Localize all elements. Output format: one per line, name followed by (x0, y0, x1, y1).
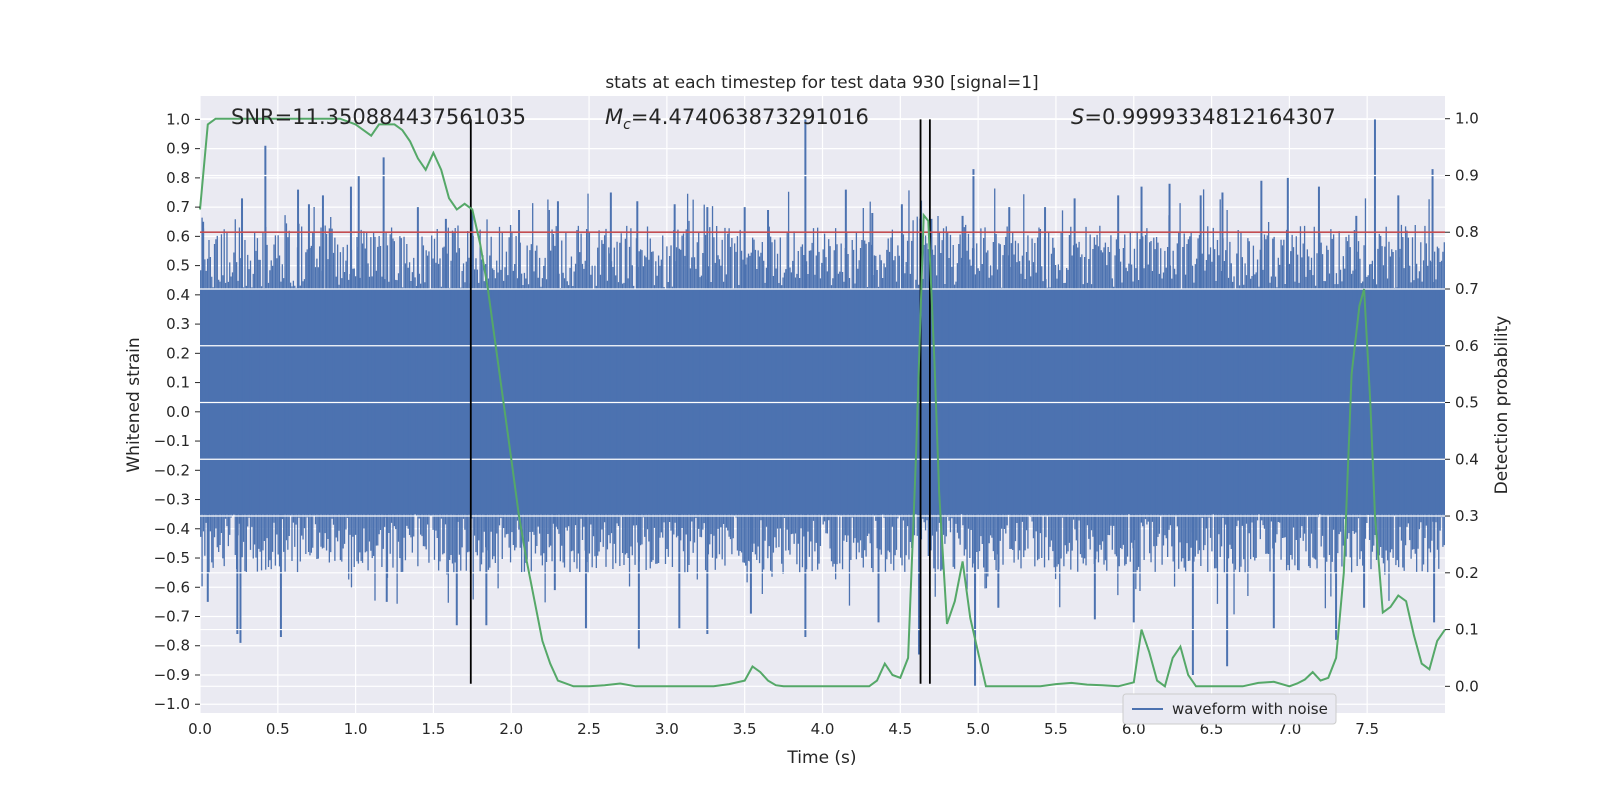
x-tick-label: 3.5 (733, 720, 757, 738)
snr-annotation: SNR=11.350884437561035 (231, 105, 526, 129)
y-tick-label: −0.5 (154, 549, 190, 567)
x-tick-label: 0.0 (188, 720, 212, 738)
y2-tick-label: 0.5 (1455, 394, 1479, 412)
s-symbol: S (1071, 105, 1084, 129)
x-tick-label: 1.0 (344, 720, 368, 738)
y-tick-label: 0.7 (166, 198, 190, 216)
x-tick-label: 7.5 (1355, 720, 1379, 738)
y-tick-label: −0.4 (154, 520, 190, 538)
y-tick-label: 0.8 (166, 169, 190, 187)
x-tick-label: 1.5 (422, 720, 446, 738)
legend: waveform with noise (1122, 693, 1337, 725)
y-tick-labels: 1.0 0.9 0.8 0.7 0.6 0.5 0.4 0.3 0.2 0.1 0.0 −0.1 −0.… (154, 110, 200, 713)
y2-tick-label: 0.6 (1455, 337, 1479, 355)
x-tick-label: 5.0 (966, 720, 990, 738)
chirp-mass-symbol: M (605, 105, 623, 129)
y2-tick-label: 0.7 (1455, 280, 1479, 298)
chirp-mass-subscript: c (623, 117, 631, 133)
y-tick-label: −0.2 (154, 461, 190, 479)
x-tick-label: 2.5 (577, 720, 601, 738)
y2-tick-label: 0.9 (1455, 166, 1479, 184)
y2-tick-label: 0.2 (1455, 564, 1479, 582)
event-lines (469, 119, 931, 684)
y2-tick-label: 0.8 (1455, 223, 1479, 241)
x-tick-label: 2.0 (499, 720, 523, 738)
y-tick-label: −0.9 (154, 666, 190, 684)
x-tick-label: 5.5 (1044, 720, 1068, 738)
y2-tick-label: 0.0 (1455, 677, 1479, 695)
y-tick-label: 0.1 (166, 374, 190, 392)
y2-tick-labels: 1.0 0.9 0.8 0.7 0.6 0.5 0.4 0.3 0.2 0.1 0.0 (1445, 110, 1479, 695)
x-tick-label: 0.5 (266, 720, 290, 738)
y-tick-label: −1.0 (154, 695, 190, 713)
y-tick-label: 0.6 (166, 227, 190, 245)
y-tick-label: 0.0 (166, 403, 190, 421)
y-tick-label: −0.1 (154, 432, 190, 450)
waveform-series (200, 119, 1445, 687)
x-tick-label: 4.0 (811, 720, 835, 738)
s-annotation: S=0.9999334812164307 (1071, 105, 1336, 129)
y-axis-label: Whitened strain (124, 337, 144, 472)
chirp-mass-annotation: Mc=4.474063873291016 (605, 105, 869, 133)
waveform-dense-band (200, 288, 1445, 515)
y2-tick-label: 0.4 (1455, 450, 1479, 468)
detection-probability-line (199, 117, 1446, 688)
s-value: =0.9999334812164307 (1084, 105, 1335, 129)
y-tick-label: 0.2 (166, 344, 190, 362)
y-tick-label: −0.3 (154, 491, 190, 509)
legend-box (1122, 693, 1337, 725)
y-tick-label: −0.8 (154, 637, 190, 655)
chirp-mass-value: =4.474063873291016 (631, 105, 869, 129)
chart-title: stats at each timestep for test data 930… (605, 73, 1038, 93)
y-tick-label: −0.7 (154, 608, 190, 626)
x-tick-label: 4.5 (888, 720, 912, 738)
y2-tick-label: 0.3 (1455, 507, 1479, 525)
y-tick-label: 0.9 (166, 140, 190, 158)
y-tick-label: 0.5 (166, 257, 190, 275)
x-tick-label: 3.0 (655, 720, 679, 738)
y-tick-label: −0.6 (154, 578, 190, 596)
x-tick-labels: 0.0 0.5 1.0 1.5 2.0 2.5 3.0 3.5 4.0 4.5 5.0 5.5 6.0 6… (188, 720, 1379, 738)
legend-label-waveform: waveform with noise (1172, 700, 1328, 718)
y2-axis-label: Detection probability (1492, 316, 1512, 495)
y2-tick-label: 1.0 (1455, 110, 1479, 128)
y-tick-label: 0.3 (166, 315, 190, 333)
detection-probability-series (199, 117, 1446, 688)
y-tick-label: 1.0 (166, 110, 190, 128)
y2-tick-label: 0.1 (1455, 621, 1479, 639)
x-axis-label: Time (s) (786, 748, 856, 768)
y-tick-label: 0.4 (166, 286, 190, 304)
